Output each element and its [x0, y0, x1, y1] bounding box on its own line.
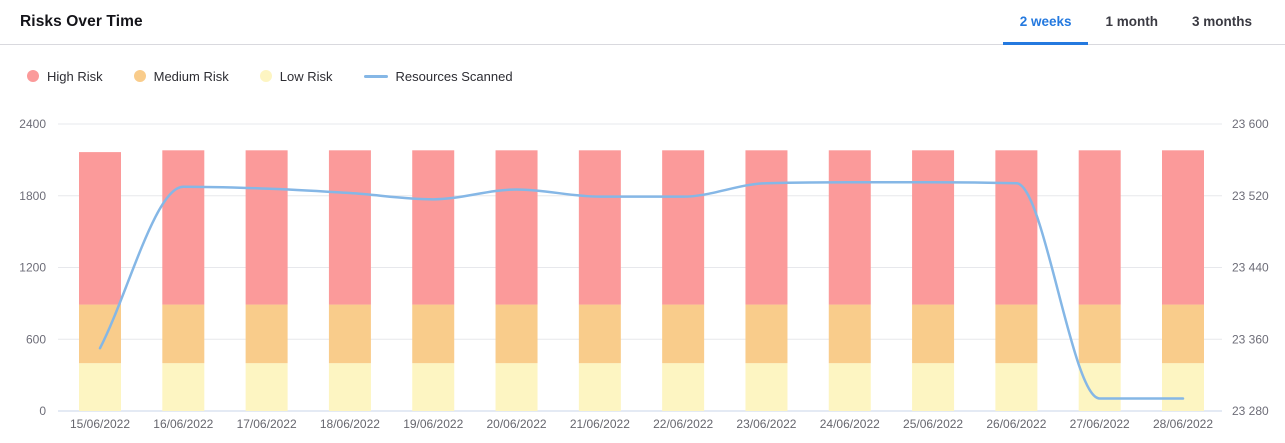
time-range-tabs: 2 weeks 1 month 3 months	[1002, 0, 1269, 45]
bar-segment-high-risk[interactable]	[412, 150, 455, 305]
legend-label-high-risk: High Risk	[47, 68, 103, 84]
bar-segment-medium-risk[interactable]	[995, 304, 1038, 364]
high-risk-swatch-icon	[27, 70, 39, 82]
left-axis-tick-label: 2400	[19, 117, 46, 131]
right-axis-tick-label: 23 280	[1232, 404, 1269, 418]
bar-segment-medium-risk[interactable]	[745, 304, 788, 364]
x-axis-label: 22/06/2022	[653, 417, 713, 431]
x-axis-label: 28/06/2022	[1153, 417, 1213, 431]
bar-segment-medium-risk[interactable]	[912, 304, 955, 364]
legend-label-medium-risk: Medium Risk	[153, 68, 229, 84]
legend-label-low-risk: Low Risk	[279, 68, 333, 84]
bar-segment-high-risk[interactable]	[245, 150, 288, 305]
bar-segment-high-risk[interactable]	[1162, 150, 1204, 305]
bar-segment-low-risk[interactable]	[662, 363, 705, 411]
resources-scanned-line[interactable]	[98, 181, 1185, 400]
bar-segment-low-risk[interactable]	[412, 363, 455, 411]
legend-item-resources-scanned[interactable]: Resources Scanned	[363, 68, 513, 84]
bar-segment-medium-risk[interactable]	[1162, 304, 1204, 364]
bar-segment-low-risk[interactable]	[828, 363, 871, 411]
bar-segment-low-risk[interactable]	[745, 363, 788, 411]
x-axis-label: 26/06/2022	[986, 417, 1046, 431]
bar-segment-low-risk[interactable]	[578, 363, 621, 411]
bar-segment-high-risk[interactable]	[495, 150, 538, 305]
chart-header: Risks Over Time 2 weeks 1 month 3 months	[0, 0, 1285, 45]
bar-segment-high-risk[interactable]	[79, 152, 121, 305]
bar-segment-medium-risk[interactable]	[162, 304, 205, 364]
bar-segment-high-risk[interactable]	[828, 150, 871, 305]
bar-segment-low-risk[interactable]	[245, 363, 288, 411]
bar-segment-high-risk[interactable]	[162, 150, 205, 305]
bar-segment-low-risk[interactable]	[495, 363, 538, 411]
x-axis-label: 21/06/2022	[570, 417, 630, 431]
bar-segment-medium-risk[interactable]	[495, 304, 538, 364]
resources-scanned-swatch-icon	[363, 74, 388, 78]
right-axis-tick-label: 23 360	[1232, 332, 1269, 346]
x-axis-label: 20/06/2022	[487, 417, 547, 431]
legend-item-low-risk[interactable]: Low Risk	[259, 68, 333, 84]
tab-1-month[interactable]: 1 month	[1105, 13, 1158, 29]
bar-segment-high-risk[interactable]	[578, 150, 621, 305]
bar-segment-high-risk[interactable]	[1078, 150, 1121, 305]
chart-legend: High Risk Medium Risk Low Risk Resources…	[0, 45, 1285, 84]
tab-3-months[interactable]: 3 months	[1191, 13, 1252, 29]
right-axis-tick-label: 23 600	[1232, 117, 1269, 131]
bar-segment-low-risk[interactable]	[162, 363, 205, 411]
x-axis-label: 16/06/2022	[153, 417, 213, 431]
bar-segment-low-risk[interactable]	[912, 363, 955, 411]
bar-segment-medium-risk[interactable]	[1078, 304, 1121, 364]
risks-over-time-chart: 0 23 280 600 23 360 1200 23 440 1800 23 520 2400…	[19, 117, 1269, 431]
bar-segment-low-risk[interactable]	[328, 363, 371, 411]
left-axis-tick-label: 600	[26, 332, 46, 346]
left-axis-tick-label: 0	[39, 404, 46, 418]
bar-segment-low-risk[interactable]	[1078, 363, 1121, 411]
bar-segment-medium-risk[interactable]	[245, 304, 288, 364]
medium-risk-swatch-icon	[133, 70, 146, 82]
bar-segment-low-risk[interactable]	[1162, 363, 1204, 411]
legend-label-resources-scanned: Resources Scanned	[395, 68, 513, 84]
bar-segment-high-risk[interactable]	[912, 150, 955, 305]
bar-segment-medium-risk[interactable]	[578, 304, 621, 364]
x-axis-label: 25/06/2022	[903, 417, 963, 431]
x-axis-label: 19/06/2022	[403, 417, 463, 431]
bar-segment-medium-risk[interactable]	[828, 304, 871, 364]
bar-segment-high-risk[interactable]	[662, 150, 705, 305]
legend-item-medium-risk[interactable]: Medium Risk	[133, 68, 229, 84]
bar-segment-high-risk[interactable]	[328, 150, 371, 305]
bar-segment-low-risk[interactable]	[995, 363, 1038, 411]
x-axis-label: 18/06/2022	[320, 417, 380, 431]
low-risk-swatch-icon	[259, 70, 272, 82]
x-axis-label: 23/06/2022	[736, 417, 796, 431]
page-title: Risks Over Time	[20, 13, 143, 30]
bar-segment-low-risk[interactable]	[79, 363, 121, 411]
right-axis-tick-label: 23 440	[1232, 261, 1269, 275]
left-axis-tick-label: 1200	[19, 261, 46, 275]
tab-2-weeks[interactable]: 2 weeks	[1002, 0, 1089, 45]
legend-item-high-risk[interactable]: High Risk	[27, 69, 103, 84]
bar-segment-medium-risk[interactable]	[412, 304, 455, 364]
x-axis-label: 27/06/2022	[1070, 417, 1130, 431]
bar-segment-medium-risk[interactable]	[328, 304, 371, 364]
bar-segment-high-risk[interactable]	[995, 150, 1038, 305]
right-axis-tick-label: 23 520	[1232, 189, 1269, 203]
bar-segment-high-risk[interactable]	[745, 150, 788, 305]
left-axis-tick-label: 1800	[19, 189, 46, 203]
bar-segment-medium-risk[interactable]	[662, 304, 705, 364]
x-axis-label: 17/06/2022	[237, 417, 297, 431]
x-axis-label: 24/06/2022	[820, 417, 880, 431]
x-axis-label: 15/06/2022	[70, 417, 130, 431]
